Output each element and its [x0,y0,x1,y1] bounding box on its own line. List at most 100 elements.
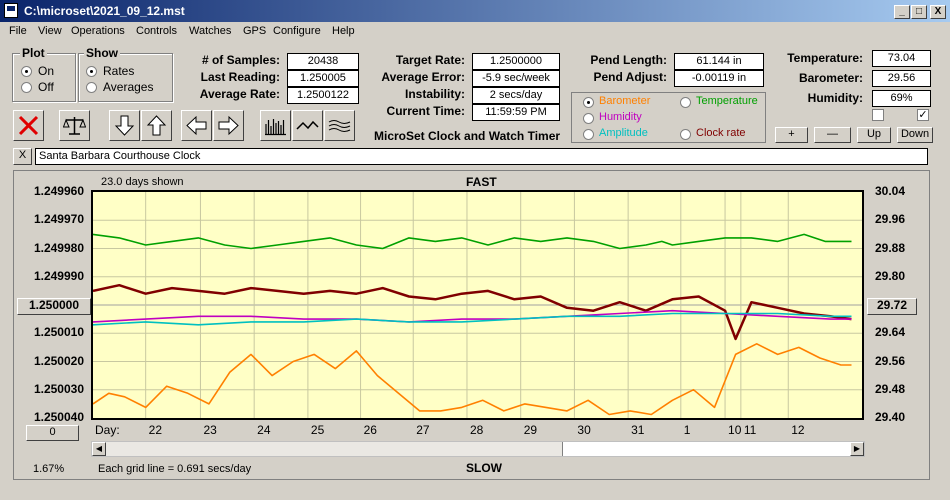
sensor-barometer-label: Barometer [599,95,651,107]
checkbox-right[interactable]: ✓ [917,109,929,121]
menu-gps[interactable]: GPS [243,25,267,37]
menu-view[interactable]: View [38,25,62,37]
day-label: 1 [683,423,691,437]
pend-length-label: Pend Length: [590,53,667,67]
samples-field: 20438 [287,53,359,70]
app-caption: MicroSet Clock and Watch Timer [374,129,561,143]
balance-button[interactable] [59,110,90,141]
lines-view-button[interactable] [324,110,355,141]
sensor-clock-rate-label: Clock rate [696,127,746,139]
temperature-label: Temperature: [787,51,863,65]
slow-label: SLOW [466,461,502,475]
sensor-barometer-radio[interactable] [583,97,594,108]
plot-group-title: Plot [20,46,47,60]
grid-note: Each grid line = 0.691 secs/day [98,463,252,475]
left-marker-button[interactable]: 1.250000 [17,298,91,315]
humidity-field: 69% [872,90,931,107]
plot-on-radio[interactable] [21,66,32,77]
sensor-humidity-radio[interactable] [583,113,594,124]
average-rate-field: 1.2500122 [287,87,359,104]
window-title: C:\microset\2021_09_12.mst [24,4,185,18]
minus-button[interactable]: — [814,127,851,143]
maximize-button[interactable]: □ [911,5,927,19]
menu-operations[interactable]: Operations [71,25,125,37]
target-rate-field[interactable]: 1.2500000 [472,53,560,70]
right-tick-label: 29.56 [875,353,906,368]
instability-label: Instability: [404,87,465,101]
plot-area [91,190,864,420]
left-tick-label: 1.250040 [33,410,84,424]
day-label: 27 [416,423,430,437]
sensor-clock-rate-radio[interactable] [680,129,691,140]
show-rates-label: Rates [103,64,135,78]
left-tick-label: 1.249980 [33,240,84,255]
close-button[interactable]: X [930,5,946,19]
show-group [78,53,173,102]
day-label: 26 [363,423,377,437]
sensor-amplitude-label: Amplitude [599,127,648,139]
menu-file[interactable]: File [9,25,27,37]
menu-watches[interactable]: Watches [189,25,232,37]
down-button[interactable]: Down [897,127,933,143]
lines-icon [328,120,351,132]
left-tick-label: 1.250010 [33,325,84,340]
instability-field: 2 secs/day [472,87,560,104]
sensor-humidity-label: Humidity [599,111,642,123]
minimize-button[interactable]: _ [894,5,910,19]
show-rates-radio[interactable] [86,66,97,77]
right-tick-label: 29.40 [875,410,906,424]
temperature-field: 73.04 [872,50,931,67]
plot-off-radio[interactable] [21,82,32,93]
arrow-left-icon [186,115,207,136]
day-label: 30 [577,423,591,437]
bars-view-button[interactable] [260,110,291,141]
arrow-down-button[interactable] [109,110,140,141]
plus-button[interactable]: + [775,127,808,143]
right-tick-label: 29.88 [875,240,906,255]
zero-button[interactable]: 0 [26,425,79,441]
left-tick-label: 1.249960 [33,184,84,198]
show-averages-radio[interactable] [86,82,97,93]
scroll-left-button[interactable]: ◀ [92,442,106,456]
pend-length-field[interactable]: 61.144 in [674,53,764,70]
chart-panel [13,170,930,480]
scroll-right-button[interactable]: ▶ [850,442,864,456]
wave-icon [296,120,319,130]
series-amplitude [92,312,852,326]
arrow-right-icon [218,115,239,136]
app-icon [4,3,18,18]
day-label: 28 [469,423,484,437]
up-button[interactable]: Up [857,127,891,143]
series-clock-rate [92,283,852,341]
menu-controls[interactable]: Controls [136,25,177,37]
right-tick-label: 29.64 [875,325,906,340]
checkbox-left[interactable] [872,109,884,121]
average-error-field: -5.9 sec/week [472,70,560,87]
right-tick-label: 29.48 [875,381,906,396]
right-tick-label: 30.04 [875,184,906,198]
sensor-amplitude-radio[interactable] [583,129,594,140]
wave-view-button[interactable] [292,110,323,141]
percent-label: 1.67% [33,463,65,475]
samples-label: # of Samples: [201,53,280,67]
chart-svg [92,192,862,418]
stop-button[interactable] [13,110,44,141]
arrow-right-button[interactable] [213,110,244,141]
time-scrollbar[interactable]: ◀ ▶ [91,441,865,457]
menu-help[interactable]: Help [332,25,355,37]
pend-adjust-field: -0.00119 in [674,70,764,87]
scroll-thumb[interactable] [562,442,851,456]
watch-name-field[interactable]: Santa Barbara Courthouse Clock [35,148,928,165]
day-label: 24 [257,423,271,437]
sensor-temperature-radio[interactable] [680,97,691,108]
menu-configure[interactable]: Configure [273,25,321,37]
arrow-left-button[interactable] [181,110,212,141]
arrow-up-button[interactable] [141,110,172,141]
last-reading-label: Last Reading: [200,70,280,84]
last-reading-field: 1.250005 [287,70,359,87]
series-temperature [92,233,852,250]
watch-close-button[interactable]: X [13,148,32,165]
right-marker-button[interactable]: 29.72 [867,298,917,315]
title-bar: C:\microset\2021_09_12.mst _ □ X [0,0,950,22]
plot-on-label: On [38,64,55,78]
